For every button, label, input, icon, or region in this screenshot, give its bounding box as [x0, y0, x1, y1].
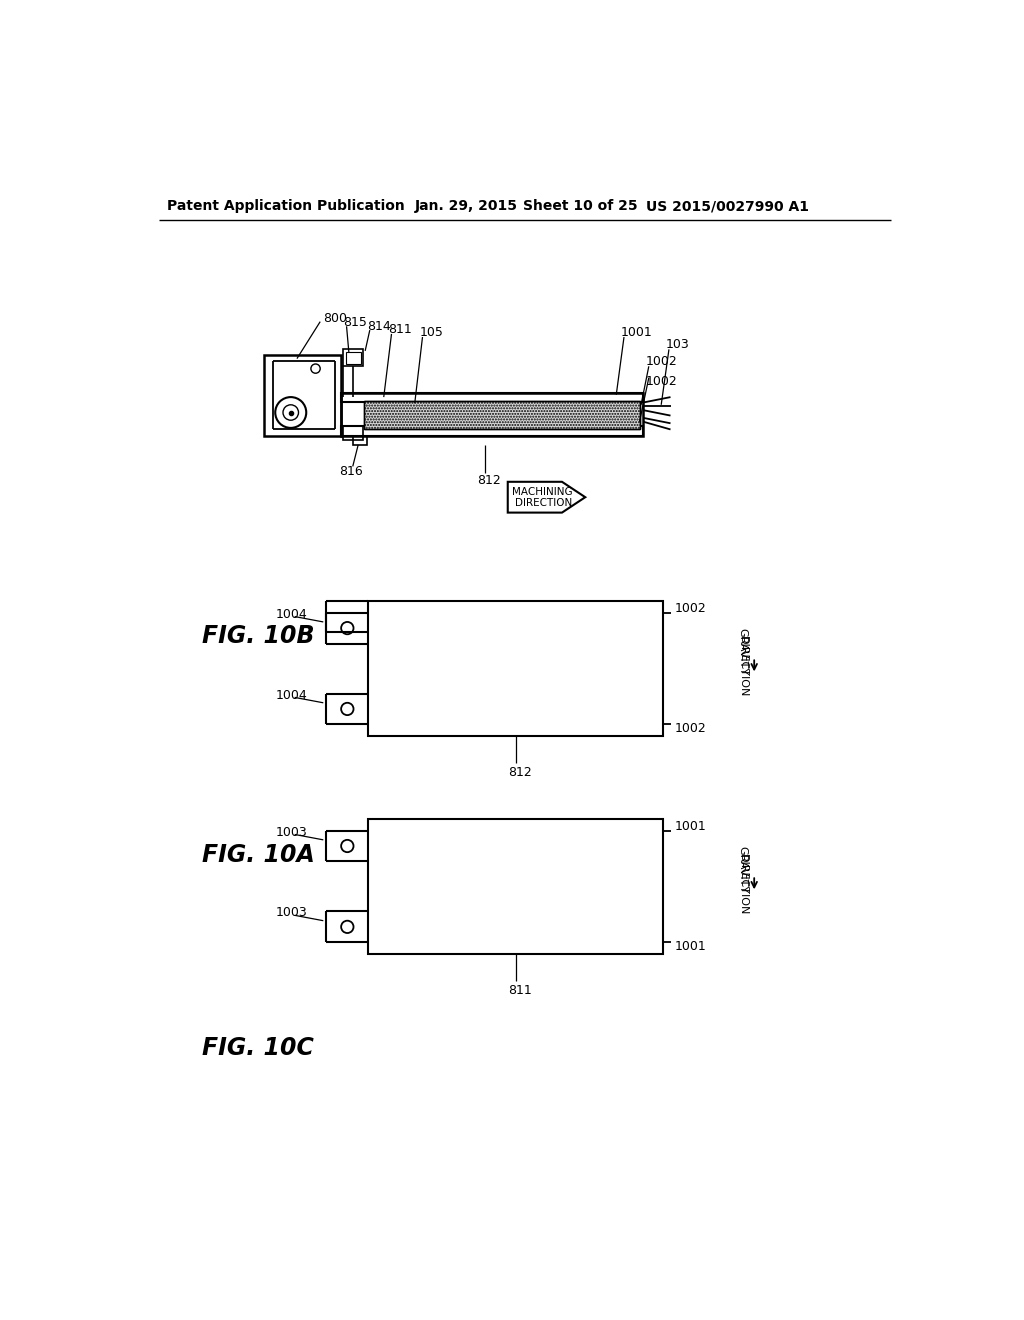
Text: MACHINING: MACHINING — [512, 487, 572, 496]
Text: DIRECTION: DIRECTION — [515, 498, 572, 508]
Text: FIG. 10B: FIG. 10B — [202, 624, 314, 648]
Text: 1001: 1001 — [675, 940, 707, 953]
Bar — [343, 350, 362, 367]
Text: Sheet 10 of 25: Sheet 10 of 25 — [523, 199, 638, 213]
Text: DIRECTION: DIRECTION — [737, 636, 748, 697]
Text: 1004: 1004 — [275, 689, 307, 702]
Bar — [346, 351, 360, 364]
Bar — [263, 355, 341, 436]
Text: 816: 816 — [340, 465, 364, 478]
Text: 815: 815 — [343, 315, 368, 329]
Bar — [352, 436, 367, 445]
Text: Jan. 29, 2015: Jan. 29, 2015 — [415, 199, 518, 213]
Text: 105: 105 — [420, 326, 443, 339]
Bar — [369, 601, 663, 737]
Text: 812: 812 — [477, 474, 502, 487]
Text: 103: 103 — [666, 338, 689, 351]
Text: 1001: 1001 — [621, 326, 652, 339]
Bar — [341, 393, 643, 436]
Text: GRAVITY: GRAVITY — [737, 846, 748, 892]
Text: 1003: 1003 — [275, 907, 307, 920]
Text: 811: 811 — [388, 323, 412, 335]
Bar — [365, 401, 640, 429]
Text: 814: 814 — [367, 319, 390, 333]
Text: US 2015/0027990 A1: US 2015/0027990 A1 — [646, 199, 809, 213]
Text: 800: 800 — [324, 312, 347, 325]
Bar — [369, 818, 663, 954]
Text: 812: 812 — [508, 766, 531, 779]
Text: DIRECTION: DIRECTION — [737, 854, 748, 915]
Text: 1002: 1002 — [675, 602, 707, 615]
Text: 1002: 1002 — [646, 355, 678, 368]
Text: 811: 811 — [508, 983, 531, 997]
Text: FIG. 10A: FIG. 10A — [202, 843, 314, 867]
Text: 1001: 1001 — [675, 820, 707, 833]
Bar — [343, 426, 362, 441]
Bar — [341, 426, 643, 436]
Text: 1002: 1002 — [646, 375, 678, 388]
Text: 1004: 1004 — [275, 607, 307, 620]
Text: GRAVITY: GRAVITY — [737, 627, 748, 675]
Text: FIG. 10C: FIG. 10C — [202, 1036, 313, 1060]
Text: 1003: 1003 — [275, 825, 307, 838]
Text: Patent Application Publication: Patent Application Publication — [167, 199, 404, 213]
Text: 1002: 1002 — [675, 722, 707, 735]
Bar — [341, 393, 643, 403]
